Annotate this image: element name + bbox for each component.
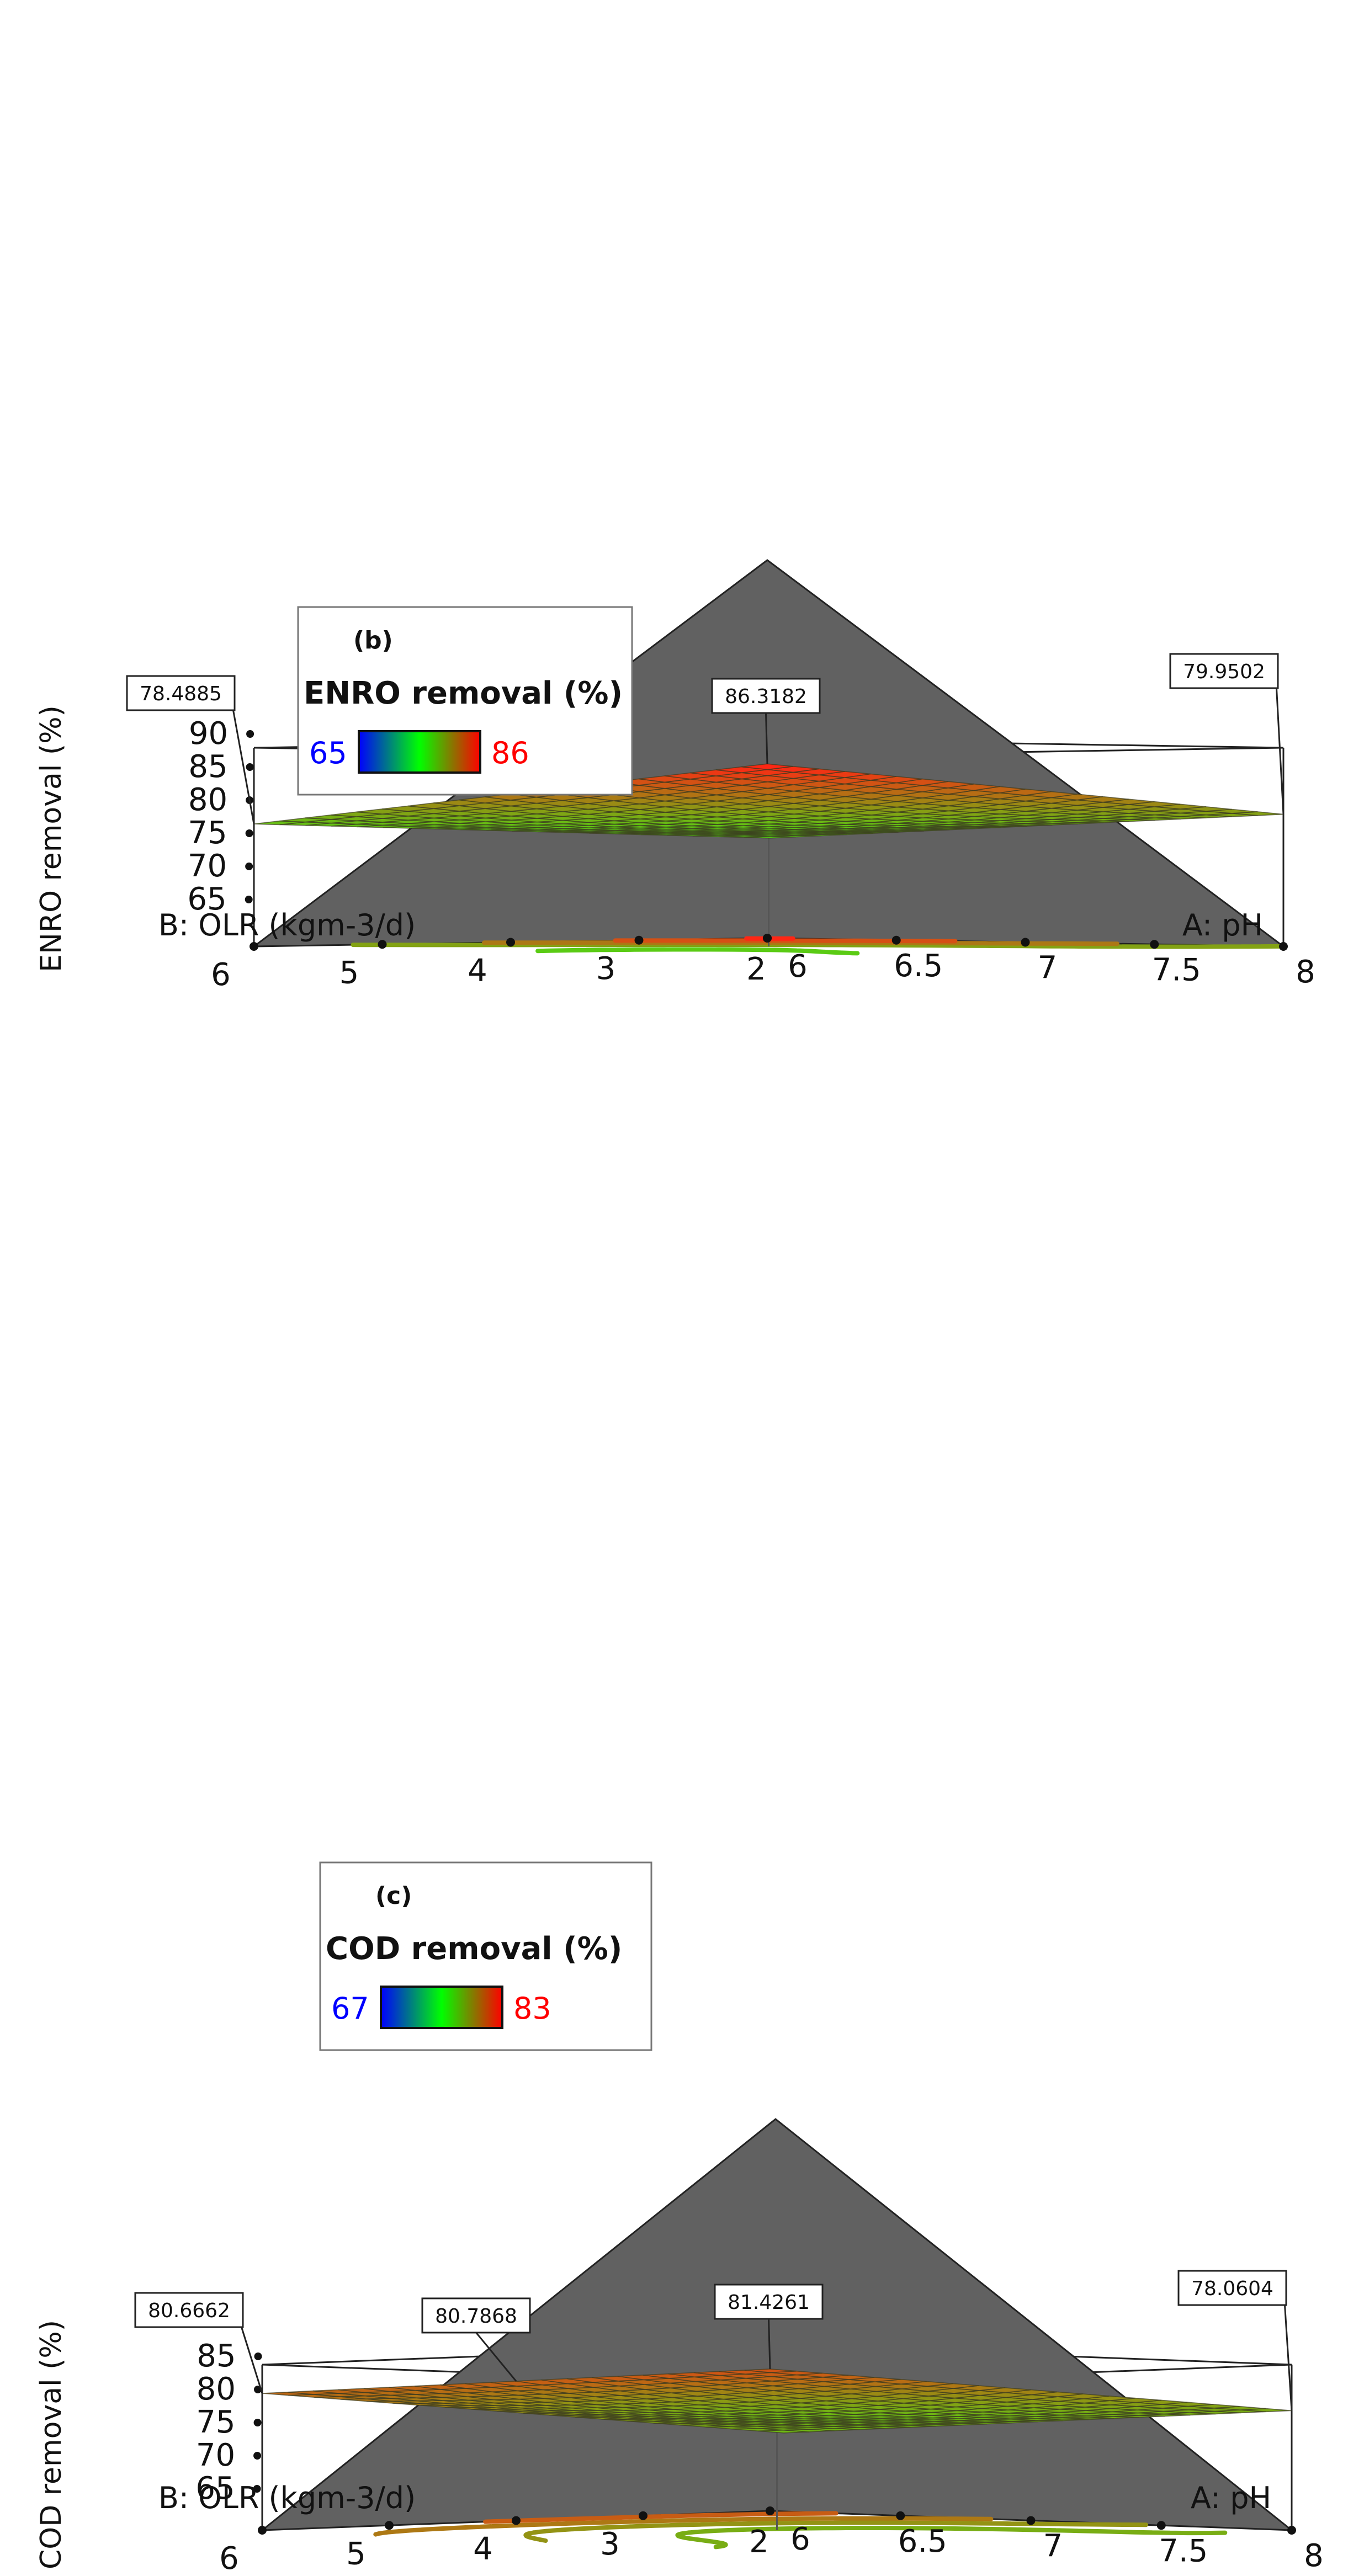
x-tick-mark bbox=[892, 936, 901, 945]
z-tick-mark bbox=[254, 2419, 262, 2426]
z-tick-mark bbox=[253, 2452, 261, 2460]
x-tick-label: 8 bbox=[1304, 2538, 1324, 2574]
z-tick-label: 80 bbox=[197, 2371, 236, 2407]
x-tick-mark bbox=[1150, 940, 1159, 949]
x-tick-mark bbox=[1287, 2526, 1296, 2535]
y-tick-label: 2 bbox=[749, 2524, 769, 2560]
z-tick-mark bbox=[245, 896, 253, 903]
z-tick-label: 70 bbox=[196, 2437, 235, 2473]
x-tick-label: 7.5 bbox=[1159, 2533, 1208, 2569]
y-tick-mark bbox=[512, 2516, 521, 2525]
flag-leader-line bbox=[1285, 2305, 1292, 2410]
y-tick-label: 3 bbox=[600, 2526, 620, 2562]
z-tick-mark bbox=[246, 829, 253, 837]
legend-title: ENRO removal (%) bbox=[304, 675, 623, 711]
z-tick-label: 70 bbox=[188, 848, 227, 884]
y-tick-label: 5 bbox=[346, 2536, 366, 2572]
x-axis-title: A: pH bbox=[1191, 2481, 1271, 2515]
flag-value-label: 80.6662 bbox=[148, 2300, 230, 2322]
panel-label: (c) bbox=[375, 1882, 412, 1910]
contour-line bbox=[538, 950, 857, 954]
z-tick-mark bbox=[246, 730, 254, 738]
z-axis-title: ENRO removal (%) bbox=[35, 705, 68, 972]
z-tick-label: 85 bbox=[188, 749, 227, 785]
x-tick-label: 7 bbox=[1043, 2529, 1063, 2564]
x-tick-label: 6.5 bbox=[898, 2524, 947, 2559]
z-tick-label: 85 bbox=[197, 2338, 236, 2374]
panel-label: (b) bbox=[353, 626, 393, 654]
legend-title: COD removal (%) bbox=[326, 1931, 622, 1967]
y-axis-title: B: OLR (kgm-3/d) bbox=[158, 2481, 416, 2515]
y-tick-mark bbox=[766, 2506, 774, 2515]
y-tick-label: 3 bbox=[596, 951, 616, 987]
y-tick-label: 6 bbox=[219, 2541, 239, 2574]
flag-value-label: 80.7868 bbox=[435, 2305, 517, 2328]
legend-max-label: 83 bbox=[513, 1991, 551, 2026]
y-tick-mark bbox=[635, 936, 644, 945]
legend: (b) ENRO removal (%) 65 86 bbox=[298, 607, 632, 795]
contour-line bbox=[353, 945, 1280, 947]
z-tick-label: 80 bbox=[188, 782, 227, 818]
legend: (c) COD removal (%) 67 83 bbox=[320, 1862, 651, 2050]
x-tick-mark bbox=[1027, 2516, 1036, 2525]
y-tick-mark bbox=[639, 2511, 647, 2520]
x-tick-label: 7 bbox=[1038, 950, 1058, 986]
z-tick-label: 90 bbox=[189, 716, 228, 752]
flag-value-label: 86.3182 bbox=[725, 685, 807, 708]
x-tick-mark bbox=[896, 2511, 905, 2520]
legend-max-label: 86 bbox=[491, 736, 529, 770]
flag-value-label: 78.4885 bbox=[140, 683, 222, 705]
flag-value-label: 79.9502 bbox=[1183, 661, 1265, 683]
legend-min-label: 65 bbox=[309, 736, 347, 770]
x-tick-mark bbox=[1021, 938, 1030, 947]
y-tick-mark bbox=[763, 934, 772, 943]
y-tick-mark bbox=[250, 942, 258, 951]
y-tick-label: 6 bbox=[211, 957, 231, 993]
y-tick-mark bbox=[506, 938, 515, 947]
flag-value-label: 81.4261 bbox=[728, 2291, 810, 2314]
x-tick-label: 6.5 bbox=[894, 948, 943, 984]
legend-colorbar bbox=[359, 731, 480, 773]
x-tick-label: 7.5 bbox=[1152, 952, 1201, 988]
y-tick-label: 4 bbox=[473, 2531, 493, 2567]
x-tick-label: 8 bbox=[1296, 954, 1315, 990]
z-axis-title: COD removal (%) bbox=[35, 2320, 68, 2569]
x-tick-label: 6 bbox=[788, 949, 808, 984]
y-axis-title: B: OLR (kgm-3/d) bbox=[158, 908, 416, 943]
z-tick-label: 75 bbox=[196, 2404, 235, 2440]
legend-colorbar bbox=[381, 1987, 502, 2028]
y-tick-mark bbox=[258, 2526, 267, 2535]
x-tick-label: 6 bbox=[790, 2521, 810, 2557]
flag-leader-line bbox=[1277, 688, 1284, 815]
z-tick-mark bbox=[245, 863, 253, 870]
x-tick-mark bbox=[1157, 2521, 1166, 2530]
y-tick-mark bbox=[385, 2521, 394, 2530]
x-tick-mark bbox=[1279, 942, 1288, 951]
z-tick-label: 75 bbox=[188, 815, 227, 851]
y-tick-label: 2 bbox=[746, 951, 766, 987]
flag-leader-line bbox=[242, 2327, 263, 2393]
flag-value-label: 78.0604 bbox=[1191, 2277, 1273, 2300]
y-tick-label: 5 bbox=[339, 955, 359, 991]
z-tick-mark bbox=[246, 763, 254, 771]
legend-min-label: 67 bbox=[331, 1991, 369, 2026]
z-tick-mark bbox=[254, 2353, 262, 2360]
y-tick-label: 4 bbox=[468, 953, 487, 989]
x-axis-title: A: pH bbox=[1182, 908, 1263, 943]
